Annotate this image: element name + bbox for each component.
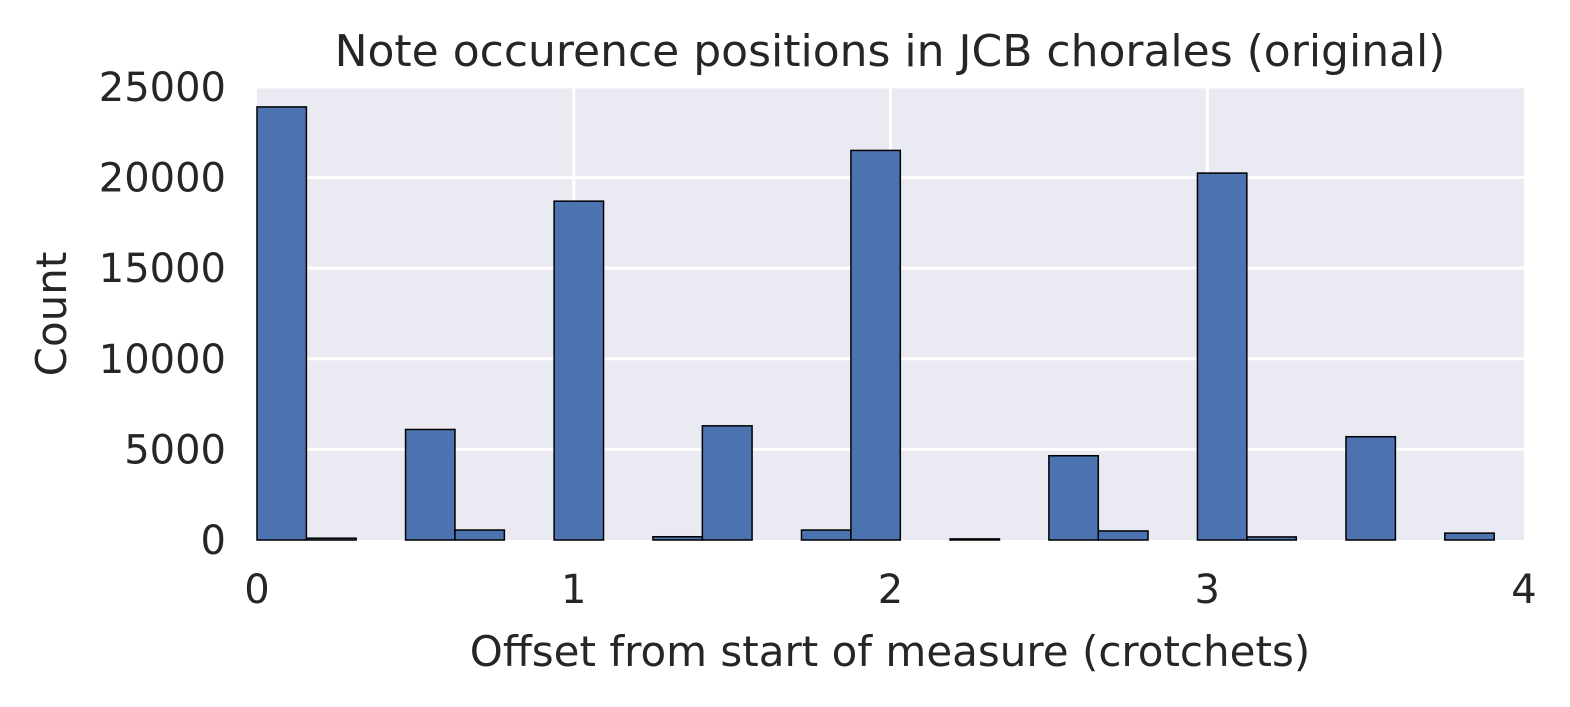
- x-tick-label: 3: [1195, 567, 1220, 613]
- y-tick-label: 0: [201, 518, 226, 564]
- histogram-bar-0: [256, 106, 308, 541]
- y-tick-label: 25000: [99, 65, 226, 111]
- histogram-bar-8: [652, 535, 704, 541]
- histogram-bar-3: [404, 428, 456, 541]
- histogram-bar-14: [949, 538, 1001, 541]
- histogram-bar-22: [1345, 435, 1397, 541]
- x-tick-label: 4: [1511, 567, 1536, 613]
- x-tick-label: 2: [878, 567, 903, 613]
- histogram-bar-19: [1196, 172, 1248, 541]
- y-tick-label: 15000: [99, 246, 226, 292]
- histogram-bar-6: [553, 200, 605, 541]
- chart-title: Note occurence positions in JCB chorales…: [335, 26, 1446, 77]
- y-tick-label: 20000: [99, 156, 226, 202]
- y-tick-label: 5000: [124, 427, 226, 473]
- bars: [256, 106, 1495, 541]
- histogram-bar-4: [454, 529, 506, 541]
- histogram-bar-11: [800, 529, 852, 541]
- y-tick-label: 10000: [99, 337, 226, 383]
- x-axis-label: Offset from start of measure (crotchets): [470, 627, 1310, 676]
- histogram-bar-16: [1048, 454, 1100, 541]
- histogram-bar-9: [701, 425, 753, 541]
- histogram-bar-1: [305, 537, 357, 541]
- histogram-bar-12: [850, 149, 902, 541]
- x-tick-labels: 0 1 2 3 4: [244, 567, 1536, 613]
- x-tick-label: 1: [561, 567, 586, 613]
- x-tick-label: 0: [244, 567, 269, 613]
- y-axis-label: Count: [27, 252, 76, 377]
- histogram-bar-20: [1246, 536, 1298, 541]
- histogram-bar-17: [1097, 530, 1149, 541]
- histogram-bar-24: [1444, 532, 1495, 541]
- y-tick-labels: 0 5000 10000 15000 20000 25000: [99, 65, 226, 564]
